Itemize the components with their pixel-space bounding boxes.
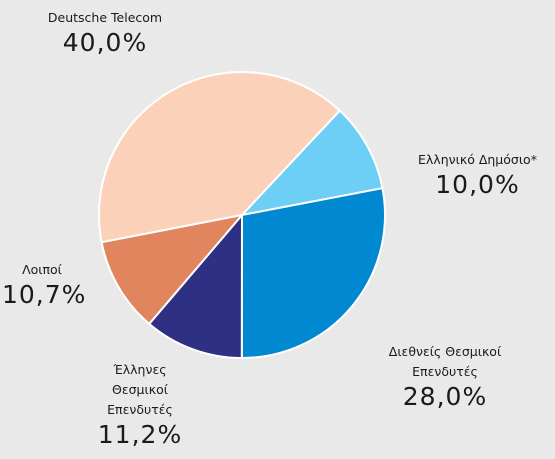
- pie-slice: [239, 109, 384, 217]
- pie-slice: [147, 212, 244, 360]
- pie-slice: [240, 186, 386, 360]
- value-label: 10,7%: [2, 280, 87, 309]
- category-label: Deutsche Telecom: [47, 10, 163, 25]
- pie-slice: [100, 213, 245, 326]
- category-label: Έλληνες Θεσμικοί Επενδυτές: [107, 362, 173, 417]
- slice-label: Έλληνες Θεσμικοί Επενδυτές 11,2%: [95, 360, 185, 450]
- value-label: 11,2%: [97, 420, 183, 449]
- category-label: Διεθνείς Θεσμικοί Επενδυτές: [388, 344, 502, 379]
- pie-slice: [98, 71, 342, 244]
- value-label: 10,0%: [435, 170, 520, 199]
- slice-label: Deutsche Telecom 40,0%: [20, 8, 190, 58]
- category-label: Λοιποί: [22, 262, 62, 277]
- slice-label: Διεθνείς Θεσμικοί Επενδυτές 28,0%: [370, 342, 520, 412]
- value-label: 40,0%: [62, 28, 148, 57]
- slice-label: Λοιποί 10,7%: [2, 260, 87, 310]
- value-label: 28,0%: [402, 382, 488, 411]
- slice-label: Ελληνικό Δημόσιο* 10,0%: [400, 150, 555, 200]
- category-label: Ελληνικό Δημόσιο*: [418, 152, 537, 167]
